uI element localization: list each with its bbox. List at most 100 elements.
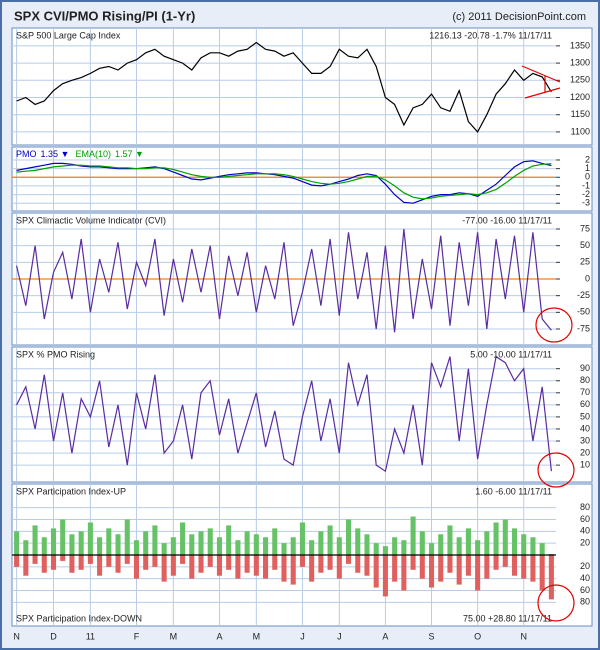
series-line: [16, 355, 552, 473]
x-tick-label: A: [216, 631, 222, 641]
bar: [373, 543, 379, 555]
bar: [364, 534, 370, 555]
bar: [244, 531, 250, 555]
bar: [143, 555, 149, 570]
series-line: [16, 41, 552, 133]
bar: [327, 555, 333, 570]
bar: [263, 537, 269, 555]
panel-subtitle: 1216.13 -20.78 -1.7% 11/17/11: [429, 30, 552, 40]
bar: [198, 555, 204, 573]
y-tick-label: 1250: [570, 75, 590, 85]
bar: [336, 537, 342, 555]
y-tick-label: 30: [580, 435, 590, 445]
x-tick-label: 11: [86, 631, 95, 641]
bar: [235, 555, 241, 579]
y-tick-label: 1: [585, 163, 590, 173]
highlight-circle: [535, 307, 573, 343]
y-tick-label: 1350: [570, 40, 590, 50]
bar: [465, 528, 471, 555]
bar: [502, 555, 508, 567]
x-tick-label: O: [474, 631, 481, 641]
y-tick-label: 0: [585, 172, 590, 182]
bar: [180, 555, 186, 564]
bar: [244, 555, 250, 573]
bar: [392, 537, 398, 555]
bar: [548, 555, 554, 600]
bar: [23, 540, 29, 555]
annotations: [521, 65, 575, 622]
panel-legend: PMO 1.35 ▼ EMA(10) 1.57 ▼: [16, 149, 144, 159]
x-tick-label: N: [13, 631, 20, 641]
panel-title: SPX Climactic Volume Indicator (CVI): [16, 215, 166, 225]
panel-subtitle: 5.00 -10.00 11/17/11: [470, 349, 552, 359]
bar: [355, 528, 361, 555]
bar: [69, 534, 75, 555]
bar: [253, 555, 259, 576]
bar: [106, 528, 112, 555]
bar: [133, 555, 140, 579]
panel-title: SPX Participation Index-UP: [16, 486, 126, 496]
panel-subtitle: 1.60 -6.00 11/17/11: [475, 486, 552, 496]
bar: [493, 555, 499, 570]
bar: [170, 537, 176, 555]
y-tick-label: 2: [585, 154, 590, 164]
bar: [530, 555, 536, 582]
y2-tick-label: 20: [580, 561, 590, 571]
bar: [428, 543, 435, 555]
bar: [23, 555, 29, 576]
y-tick-label: 50: [580, 240, 590, 250]
bar: [69, 555, 75, 573]
x-tick-label: J: [337, 631, 342, 641]
x-tick-label: M: [170, 631, 178, 641]
bar: [447, 525, 453, 555]
x-tick-label: A: [382, 631, 388, 641]
panel-title: SPX % PMO Rising: [16, 349, 95, 359]
y-tick-label: 75: [580, 223, 590, 233]
bar: [50, 528, 57, 555]
bar: [281, 543, 287, 555]
x-tick-label: D: [50, 631, 57, 641]
bar: [226, 525, 232, 555]
bar: [438, 534, 444, 555]
bar: [235, 540, 241, 555]
bar: [216, 537, 222, 555]
bar: [41, 555, 47, 573]
bar: [539, 543, 545, 555]
bar: [272, 555, 278, 570]
bar: [253, 534, 259, 555]
y-tick-label: 1100: [571, 126, 590, 136]
y-tick-label: 80: [580, 502, 590, 512]
y-tick-label: -1: [582, 180, 590, 190]
legend-name: PMO: [16, 149, 37, 159]
bar: [502, 519, 508, 555]
legend-value: 1.35 ▼: [41, 149, 70, 159]
trend-line: [524, 87, 561, 99]
bar: [456, 537, 462, 555]
bar: [97, 537, 103, 555]
bar: [60, 555, 66, 561]
y-tick-label: -75: [577, 323, 590, 333]
bar: [87, 555, 93, 564]
bar: [521, 534, 527, 555]
legend-name: EMA(10): [75, 149, 111, 159]
bar: [97, 555, 103, 576]
bar: [263, 555, 269, 579]
y-tick-label: 50: [580, 411, 590, 421]
highlight-circle: [537, 452, 575, 488]
bar: [226, 555, 232, 570]
highlight-circle: [537, 584, 575, 622]
y-tick-label: 60: [580, 399, 590, 409]
bar: [511, 528, 518, 555]
y-tick-label: 20: [580, 538, 590, 548]
bar: [133, 540, 140, 555]
bar: [309, 555, 315, 582]
trend-line: [521, 65, 561, 83]
bar: [143, 531, 149, 555]
y-tick-label: 40: [580, 423, 590, 433]
bar: [189, 534, 195, 555]
bar: [392, 555, 398, 582]
y-tick-label: -3: [582, 198, 590, 208]
bar: [161, 543, 167, 555]
y-tick-label: 25: [580, 257, 590, 267]
